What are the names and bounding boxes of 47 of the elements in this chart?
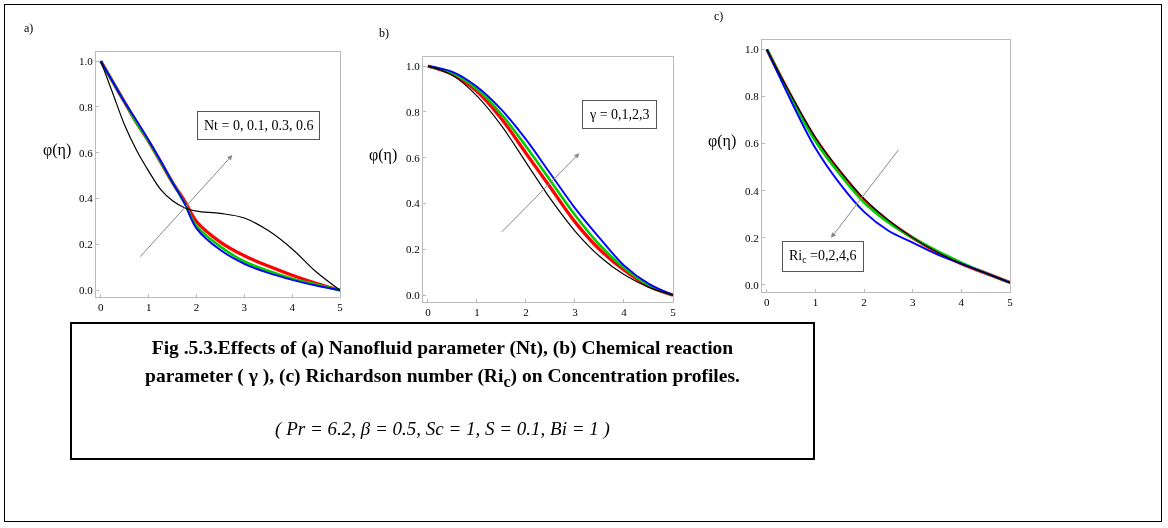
x-tick-label: 0 bbox=[764, 296, 771, 309]
y-tick-label: 0.4 bbox=[406, 197, 421, 210]
y-tick-label: 0.4 bbox=[79, 192, 94, 205]
y-tick-label: 0.0 bbox=[79, 283, 94, 296]
y-tick-label: 1.0 bbox=[79, 55, 94, 68]
text: ( Pr = 6.2, β = 0.5, Sc = 1, S = 0.1, Bi = 1 ) bbox=[274, 417, 611, 440]
y-tick-label: 0.6 bbox=[745, 137, 760, 150]
y-tick-label: 0.8 bbox=[406, 105, 421, 118]
y-tick-label: 0.0 bbox=[406, 288, 421, 301]
text: Fig .5.3.Effects of (a) Nanofluid parameter (Nt), (b) Chemical reaction parameter ( γ ), (c) Richardson number (Ri$_{c}$) on Concentration profiles. bbox=[144, 336, 741, 393]
x-tick-label: 3 bbox=[572, 306, 579, 319]
annotation: Ri$_{c}$ =0,2,4,6 bbox=[789, 248, 857, 265]
annotation: γ = 0,1,2,3 bbox=[589, 107, 650, 122]
y-tick-label: 0.0 bbox=[745, 278, 760, 291]
x-tick-label: 0 bbox=[98, 301, 105, 314]
x-tick-label: 0 bbox=[425, 306, 432, 319]
y-tick-label: 0.6 bbox=[406, 151, 421, 164]
x-tick-label: 4 bbox=[621, 306, 628, 319]
text: c) bbox=[714, 9, 724, 23]
x-tick-label: 4 bbox=[958, 296, 965, 309]
x-tick-label: 2 bbox=[523, 306, 529, 319]
y-axis-title: φ(η) bbox=[43, 141, 72, 159]
x-tick-label: 3 bbox=[241, 301, 248, 314]
y-tick-label: 0.8 bbox=[745, 90, 760, 103]
y-tick-label: 0.2 bbox=[406, 243, 420, 256]
x-tick-label: 2 bbox=[193, 301, 200, 314]
y-tick-label: 0.8 bbox=[79, 100, 94, 113]
x-tick-label: 1 bbox=[474, 306, 480, 319]
x-tick-label: 4 bbox=[289, 301, 296, 314]
y-axis-title: φ(η) bbox=[708, 132, 737, 150]
x-tick-label: 1 bbox=[145, 301, 152, 314]
y-tick-label: 0.6 bbox=[79, 146, 94, 159]
y-tick-label: 1.0 bbox=[406, 60, 421, 73]
y-tick-label: 0.2 bbox=[745, 231, 759, 244]
x-tick-label: 1 bbox=[812, 296, 819, 309]
y-tick-label: 0.2 bbox=[79, 238, 93, 251]
x-tick-label: 3 bbox=[910, 296, 916, 309]
x-tick-label: 5 bbox=[670, 306, 677, 319]
text: b) bbox=[379, 26, 389, 40]
x-tick-label: 5 bbox=[337, 301, 344, 314]
annotation: Nt = 0, 0.1, 0.3, 0.6 bbox=[204, 118, 314, 133]
x-tick-label: 2 bbox=[861, 296, 867, 309]
x-tick-label: 5 bbox=[1007, 296, 1014, 309]
y-axis-title: φ(η) bbox=[369, 146, 398, 164]
text: a) bbox=[24, 21, 34, 35]
y-tick-label: 0.4 bbox=[745, 184, 760, 197]
y-tick-label: 1.0 bbox=[745, 43, 760, 56]
